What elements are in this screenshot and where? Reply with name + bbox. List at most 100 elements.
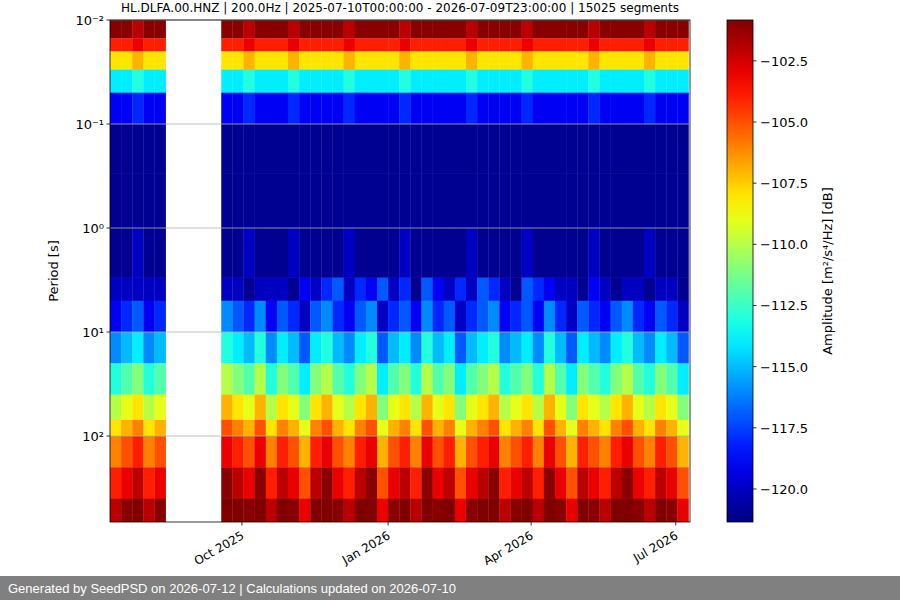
cell	[366, 420, 377, 436]
cell	[332, 124, 343, 174]
cell	[421, 51, 432, 70]
cell	[288, 174, 299, 229]
cell	[499, 20, 510, 39]
cell	[332, 436, 343, 468]
cell	[321, 499, 332, 522]
cell	[566, 436, 577, 468]
cell	[588, 332, 599, 364]
y-tick-label: 10²	[82, 429, 104, 444]
cell	[110, 363, 121, 395]
cell	[644, 467, 655, 499]
cell	[110, 332, 121, 364]
cell	[344, 332, 355, 364]
cell	[588, 228, 599, 278]
cell	[522, 278, 533, 301]
cell	[377, 51, 388, 70]
cell	[510, 70, 521, 93]
cell	[366, 51, 377, 70]
cell	[132, 499, 143, 522]
cell	[477, 20, 488, 39]
cell	[321, 436, 332, 468]
cell	[644, 38, 655, 51]
cell	[544, 51, 555, 70]
cell	[633, 332, 644, 364]
cell	[611, 467, 622, 499]
cell	[255, 278, 266, 301]
cell	[510, 420, 521, 436]
footer-bar	[0, 576, 900, 600]
grid-line	[110, 436, 690, 437]
cell	[510, 301, 521, 333]
cell	[321, 395, 332, 421]
cell	[255, 228, 266, 278]
cell	[355, 93, 366, 125]
cell	[266, 499, 277, 522]
cell	[433, 51, 444, 70]
cell	[355, 51, 366, 70]
cell	[433, 228, 444, 278]
cell	[421, 363, 432, 395]
cell	[577, 467, 588, 499]
cell	[132, 124, 143, 174]
cell	[477, 395, 488, 421]
cell	[344, 70, 355, 93]
cell	[366, 499, 377, 522]
cell	[577, 51, 588, 70]
cell	[232, 499, 243, 522]
cell	[444, 20, 455, 39]
cell	[655, 174, 666, 229]
cell	[566, 51, 577, 70]
cell	[566, 38, 577, 51]
cell	[433, 124, 444, 174]
cell	[255, 93, 266, 125]
cell	[143, 70, 154, 93]
cell	[388, 499, 399, 522]
cell	[143, 301, 154, 333]
cell	[544, 20, 555, 39]
cell	[622, 363, 633, 395]
cell	[399, 436, 410, 468]
cell	[444, 420, 455, 436]
cell	[477, 124, 488, 174]
cell	[533, 51, 544, 70]
cell	[121, 93, 132, 125]
cell	[533, 332, 544, 364]
cell	[154, 420, 165, 436]
cell	[533, 20, 544, 39]
cell	[299, 70, 310, 93]
cell	[444, 124, 455, 174]
cell	[332, 70, 343, 93]
cell	[655, 51, 666, 70]
cell	[622, 436, 633, 468]
cell	[466, 93, 477, 125]
cell	[677, 332, 688, 364]
cell	[110, 436, 121, 468]
cell	[611, 38, 622, 51]
cell	[655, 38, 666, 51]
cell	[410, 228, 421, 278]
cell	[388, 124, 399, 174]
cell	[232, 395, 243, 421]
colorbar-tick-label: −115.0	[760, 360, 808, 375]
cell	[455, 20, 466, 39]
cell	[421, 499, 432, 522]
cell	[366, 363, 377, 395]
cell	[310, 20, 321, 39]
cell	[522, 70, 533, 93]
cell	[599, 51, 610, 70]
cell	[433, 38, 444, 51]
cell	[232, 332, 243, 364]
cell	[255, 20, 266, 39]
cell	[455, 499, 466, 522]
cell	[344, 124, 355, 174]
cell	[677, 70, 688, 93]
cell	[466, 436, 477, 468]
cell	[666, 228, 677, 278]
cell	[277, 38, 288, 51]
cell	[366, 124, 377, 174]
colorbar-tick	[753, 427, 757, 428]
cell	[533, 436, 544, 468]
cell	[433, 436, 444, 468]
cell	[577, 70, 588, 93]
cell	[611, 174, 622, 229]
